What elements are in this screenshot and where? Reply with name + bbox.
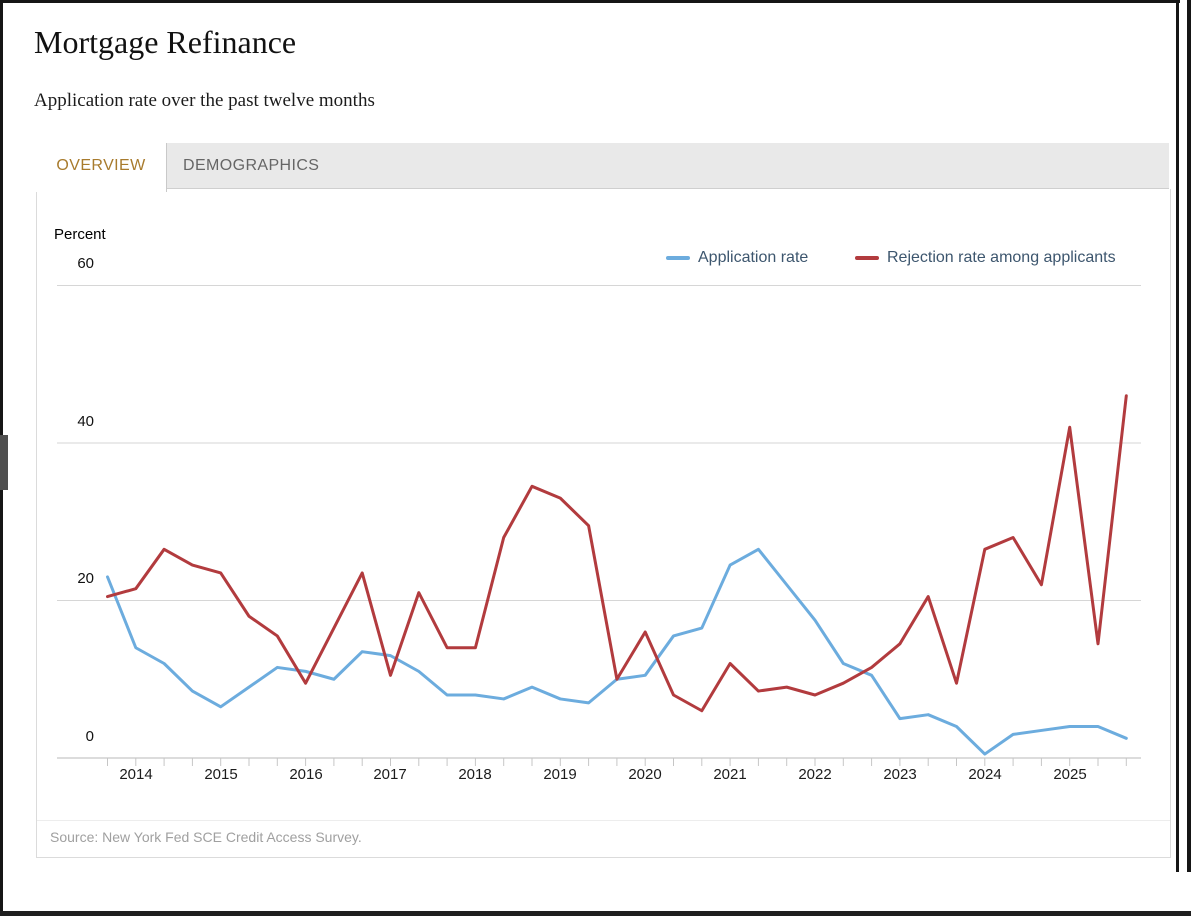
x-tick-label-2017: 2017 — [373, 766, 407, 783]
tab-bar: OVERVIEW DEMOGRAPHICS — [36, 143, 1169, 192]
x-tick-label-2025: 2025 — [1053, 766, 1087, 783]
tab-overview[interactable]: OVERVIEW — [36, 143, 167, 192]
x-tick-label-2015: 2015 — [204, 766, 238, 783]
series-line-rejection-rate-among-applicants — [106, 394, 1128, 713]
legend-item-application-rate[interactable]: Application rate — [666, 249, 808, 267]
chart-plot[interactable] — [37, 189, 1170, 857]
chart-card: Percent 60 40 20 0 Application rate Reje… — [36, 189, 1171, 858]
y-axis-unit-label: Percent — [54, 226, 106, 243]
source-note: Source: New York Fed SCE Credit Access S… — [50, 829, 362, 845]
x-tick-label-2021: 2021 — [713, 766, 747, 783]
legend-label: Rejection rate among applicants — [887, 249, 1116, 266]
x-tick-label-2024: 2024 — [968, 766, 1002, 783]
x-tick-label-2018: 2018 — [458, 766, 492, 783]
x-tick-label-2023: 2023 — [883, 766, 917, 783]
x-tick-label-2019: 2019 — [543, 766, 577, 783]
legend-dash-red-icon — [855, 256, 879, 260]
page-subtitle: Application rate over the past twelve mo… — [34, 90, 375, 111]
x-tick-label-2022: 2022 — [798, 766, 832, 783]
scrollbar-thumb[interactable] — [0, 435, 8, 490]
source-separator — [37, 820, 1170, 821]
x-tick-label-2016: 2016 — [289, 766, 323, 783]
x-tick-label-2014: 2014 — [119, 766, 153, 783]
y-tick-label-40: 40 — [77, 413, 94, 430]
y-tick-label-60: 60 — [77, 255, 94, 272]
y-tick-label-0: 0 — [85, 728, 94, 745]
legend-dash-blue-icon — [666, 256, 690, 260]
page-title: Mortgage Refinance — [34, 24, 297, 60]
tab-demographics[interactable]: DEMOGRAPHICS — [183, 157, 320, 174]
x-tick-label-2020: 2020 — [628, 766, 662, 783]
legend-item-rejection-rate[interactable]: Rejection rate among applicants — [855, 249, 1116, 267]
y-tick-label-20: 20 — [77, 570, 94, 587]
window-border-bottom — [0, 911, 1191, 916]
series-line-application-rate — [106, 547, 1128, 756]
legend-label: Application rate — [698, 249, 809, 266]
window-border-top — [0, 0, 1180, 3]
screen-edge-right — [1187, 0, 1191, 872]
window-border-right — [1176, 0, 1179, 872]
